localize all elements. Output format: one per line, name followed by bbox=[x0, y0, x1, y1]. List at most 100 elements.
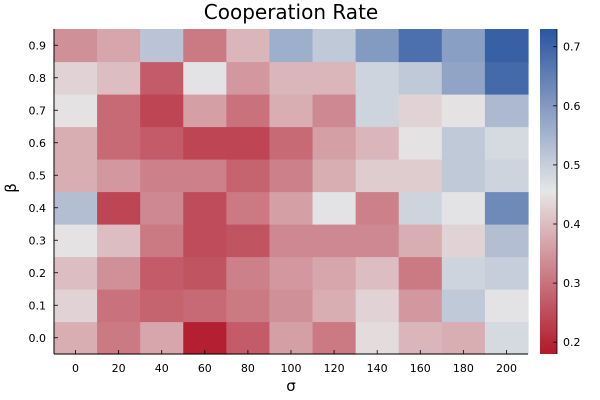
heatmap-cell bbox=[484, 61, 529, 95]
heatmap-cell bbox=[484, 289, 529, 323]
heatmap-cell bbox=[54, 321, 98, 355]
heatmap-cell bbox=[183, 256, 227, 290]
heatmap-cell bbox=[312, 256, 357, 290]
x-tick-label: 180 bbox=[453, 362, 474, 375]
heatmap-cell bbox=[398, 191, 443, 225]
heatmap-cell bbox=[183, 224, 227, 258]
heatmap-cell bbox=[226, 29, 271, 63]
heatmap-cell bbox=[54, 61, 98, 95]
y-axis-ticks: 0.0 0.1 0.2 0.3 0.4 0.5 0.6 0.7 0.8 0.9 bbox=[29, 39, 58, 345]
heatmap-cell bbox=[269, 61, 314, 95]
heatmap-cell bbox=[226, 224, 271, 258]
heatmap-cell bbox=[97, 224, 141, 258]
heatmap-cell bbox=[312, 224, 357, 258]
heatmap-cell bbox=[140, 256, 184, 290]
x-tick-label: 80 bbox=[241, 362, 255, 375]
y-tick-label: 0.2 bbox=[29, 267, 47, 280]
x-tick-label: 200 bbox=[496, 362, 517, 375]
heatmap-cell bbox=[484, 94, 529, 128]
heatmap-cell bbox=[183, 94, 227, 128]
x-tick-label: 120 bbox=[324, 362, 345, 375]
heatmap-cell bbox=[441, 289, 486, 323]
heatmap-cell bbox=[269, 29, 314, 63]
heatmap-cell bbox=[441, 224, 486, 258]
heatmap-cell bbox=[398, 94, 443, 128]
heatmap-cell bbox=[355, 289, 400, 323]
heatmap-cell bbox=[97, 29, 141, 63]
heatmap-cell bbox=[355, 61, 400, 95]
heatmap-cell bbox=[97, 256, 141, 290]
heatmap-cell bbox=[226, 61, 271, 95]
heatmap-cell bbox=[183, 61, 227, 95]
heatmap-cell bbox=[398, 61, 443, 95]
x-tick-label: 60 bbox=[198, 362, 212, 375]
heatmap-cell bbox=[269, 94, 314, 128]
heatmap-cell bbox=[441, 126, 486, 160]
x-tick-label: 140 bbox=[367, 362, 388, 375]
y-tick-label: 0.0 bbox=[29, 332, 47, 345]
heatmap-cell bbox=[355, 29, 400, 63]
colorbar-tick-label: 0.4 bbox=[563, 218, 581, 231]
heatmap-cell bbox=[355, 321, 400, 355]
heatmap-cell bbox=[54, 256, 98, 290]
x-tick-label: 100 bbox=[281, 362, 302, 375]
x-tick-label: 40 bbox=[155, 362, 169, 375]
heatmap-cell bbox=[140, 191, 184, 225]
x-axis-label: σ bbox=[286, 377, 296, 395]
heatmap-cell bbox=[269, 159, 314, 193]
colorbar-gradient bbox=[540, 29, 557, 354]
heatmap-cell bbox=[312, 321, 357, 355]
heatmap-cell bbox=[441, 94, 486, 128]
heatmap-cell bbox=[355, 191, 400, 225]
heatmap-cell bbox=[97, 159, 141, 193]
heatmap-cell bbox=[140, 289, 184, 323]
heatmap-cell bbox=[269, 224, 314, 258]
heatmap-cell bbox=[183, 289, 227, 323]
heatmap-cell bbox=[398, 256, 443, 290]
heatmap-cell bbox=[441, 191, 486, 225]
heatmap-cell bbox=[312, 94, 357, 128]
heatmap-cell bbox=[226, 256, 271, 290]
heatmap-cell bbox=[398, 29, 443, 63]
heatmap-cell bbox=[355, 159, 400, 193]
x-tick-label: 160 bbox=[410, 362, 431, 375]
heatmap-cell bbox=[97, 289, 141, 323]
heatmap-cell bbox=[226, 321, 271, 355]
heatmap-cell bbox=[484, 321, 529, 355]
heatmap-cell bbox=[355, 256, 400, 290]
heatmap-cell bbox=[269, 126, 314, 160]
colorbar-tick-label: 0.2 bbox=[563, 336, 581, 349]
y-tick-label: 0.6 bbox=[29, 137, 47, 150]
heatmap-cell bbox=[269, 191, 314, 225]
heatmap-cell bbox=[226, 159, 271, 193]
heatmap-cell bbox=[441, 61, 486, 95]
heatmap-cell bbox=[441, 321, 486, 355]
heatmap-cell bbox=[312, 29, 357, 63]
heatmap-cell bbox=[183, 321, 227, 355]
colorbar-tick-label: 0.6 bbox=[563, 100, 581, 113]
heatmap-cell bbox=[269, 256, 314, 290]
heatmap-cell bbox=[441, 29, 486, 63]
colorbar: 0.2 0.3 0.4 0.5 0.6 0.7 bbox=[540, 29, 581, 354]
heatmap-cell bbox=[355, 94, 400, 128]
heatmap-cell bbox=[54, 289, 98, 323]
heatmap-cell bbox=[97, 94, 141, 128]
heatmap-cell bbox=[269, 321, 314, 355]
heatmap-cell bbox=[140, 126, 184, 160]
heatmap-cell bbox=[140, 321, 184, 355]
heatmap-cell bbox=[183, 191, 227, 225]
y-tick-label: 0.7 bbox=[29, 104, 47, 117]
x-tick-label: 0 bbox=[72, 362, 79, 375]
heatmap-cell bbox=[441, 256, 486, 290]
heatmap-cell bbox=[398, 321, 443, 355]
colorbar-tick-label: 0.3 bbox=[563, 277, 581, 290]
y-tick-label: 0.5 bbox=[29, 169, 47, 182]
heatmap-cell bbox=[54, 224, 98, 258]
heatmap-cell bbox=[140, 61, 184, 95]
heatmap-cells bbox=[54, 29, 529, 355]
heatmap-cell bbox=[54, 126, 98, 160]
heatmap-cell bbox=[140, 224, 184, 258]
heatmap-cell bbox=[140, 29, 184, 63]
y-axis-label: β bbox=[2, 183, 20, 193]
